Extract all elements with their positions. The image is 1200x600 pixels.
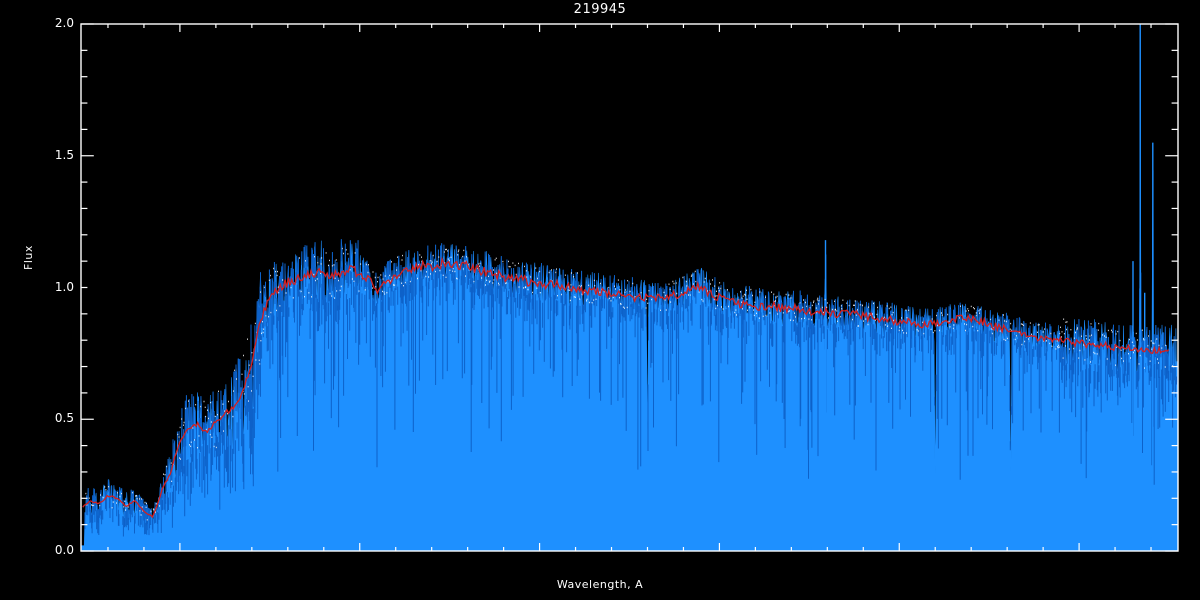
x-axis-label: Wavelength, A — [556, 578, 644, 591]
y-tick-label: 1.0 — [54, 279, 74, 294]
comparison-points — [85, 247, 1179, 521]
page-title: 219945 — [573, 2, 627, 17]
y-axis-label: Flux — [22, 245, 35, 270]
y-tick-labels: 0.0 0.5 1.0 1.5 2.0 — [26, 0, 74, 600]
y-tick-label: 0.5 — [54, 411, 74, 426]
y-tick-label: 2.0 — [54, 16, 74, 30]
comparison-points-layer — [85, 247, 1179, 521]
emission-lines — [824, 24, 1154, 538]
y-tick-label: 1.5 — [54, 147, 74, 162]
y-tick-label: 0.0 — [54, 543, 74, 557]
continuum-line — [82, 256, 1170, 519]
axis-frame — [80, 23, 1179, 552]
